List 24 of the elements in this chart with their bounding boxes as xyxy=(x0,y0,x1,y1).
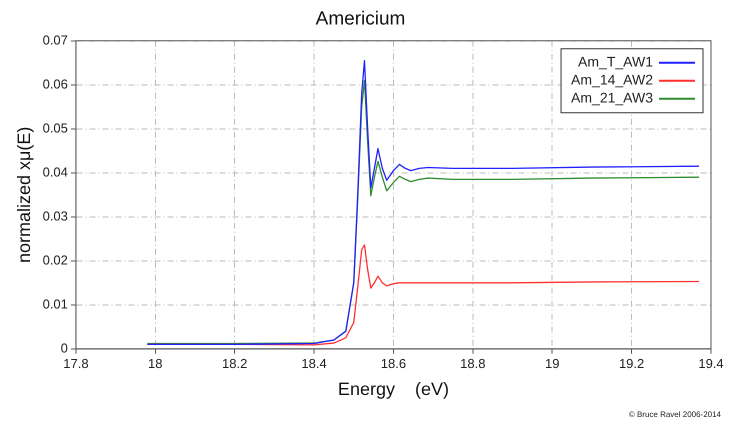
y-tick-label: 0 xyxy=(60,340,68,356)
x-tick-label: 19 xyxy=(544,356,560,372)
x-tick-label: 18.2 xyxy=(222,356,248,372)
x-axis-title: Energy (eV) xyxy=(338,379,449,400)
y-tick-label: 0.06 xyxy=(42,76,68,92)
legend-label: Am_14_AW2 xyxy=(571,72,654,88)
y-tick-label: 0.07 xyxy=(42,32,68,48)
x-tick-label: 18.6 xyxy=(380,356,406,372)
y-tick-label: 0.02 xyxy=(42,252,68,268)
x-tick-label: 18.4 xyxy=(301,356,327,372)
y-tick-label: 0.01 xyxy=(42,296,68,312)
y-tick-label: 0.03 xyxy=(42,208,68,224)
x-tick-label: 18.8 xyxy=(460,356,486,372)
x-tick-label: 17.8 xyxy=(63,356,89,372)
legend-label: Am_21_AW3 xyxy=(571,90,654,106)
x-tick-label: 19.2 xyxy=(618,356,644,372)
chart-title: Americium xyxy=(316,8,406,30)
y-tick-label: 0.04 xyxy=(42,164,68,180)
y-tick-label: 0.05 xyxy=(42,120,68,136)
y-axis-title: normalized xμ(E) xyxy=(14,126,34,264)
x-tick-label: 18 xyxy=(148,356,163,372)
legend-label: Am_T_AW1 xyxy=(578,54,654,70)
text: © Bruce Ravel 2006-2014 xyxy=(628,410,721,419)
x-tick-label: 19.4 xyxy=(698,356,724,372)
